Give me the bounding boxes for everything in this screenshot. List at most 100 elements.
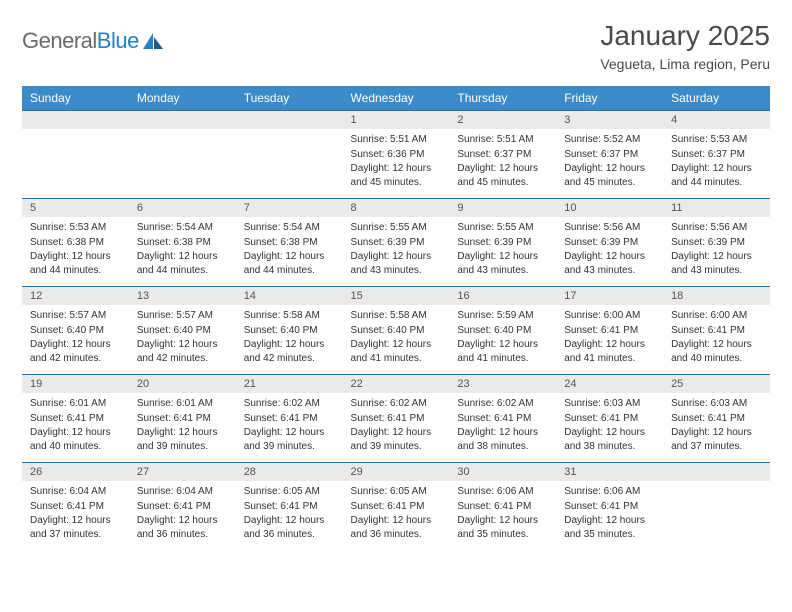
daylight-line: Daylight: 12 hours and 39 minutes. [351, 426, 442, 453]
day-number: 11 [663, 199, 770, 217]
sunset-line: Sunset: 6:37 PM [564, 148, 655, 162]
day-cell: Sunrise: 6:06 AMSunset: 6:41 PMDaylight:… [449, 481, 556, 550]
weekday-header: Monday [129, 86, 236, 111]
day-cell: Sunrise: 6:00 AMSunset: 6:41 PMDaylight:… [663, 305, 770, 375]
sunrise-line: Sunrise: 5:54 AM [244, 221, 335, 235]
day-number: 7 [236, 199, 343, 217]
day-content: Sunrise: 6:02 AMSunset: 6:41 PMDaylight:… [449, 393, 556, 462]
calendar-head: SundayMondayTuesdayWednesdayThursdayFrid… [22, 86, 770, 111]
day-content: Sunrise: 6:02 AMSunset: 6:41 PMDaylight:… [236, 393, 343, 462]
sunrise-line: Sunrise: 6:05 AM [351, 485, 442, 499]
daylight-line: Daylight: 12 hours and 36 minutes. [137, 514, 228, 541]
sunset-line: Sunset: 6:39 PM [564, 236, 655, 250]
sunrise-line: Sunrise: 5:55 AM [351, 221, 442, 235]
day-cell-head: 4 [663, 111, 770, 130]
empty-cell [663, 481, 770, 550]
sunset-line: Sunset: 6:41 PM [457, 412, 548, 426]
weekday-header: Thursday [449, 86, 556, 111]
day-content: Sunrise: 5:54 AMSunset: 6:38 PMDaylight:… [236, 217, 343, 286]
daylight-line: Daylight: 12 hours and 39 minutes. [244, 426, 335, 453]
daycontent-row: Sunrise: 5:51 AMSunset: 6:36 PMDaylight:… [22, 129, 770, 199]
empty-day-head [236, 111, 343, 129]
logo-text-general: General [22, 28, 97, 53]
sunrise-line: Sunrise: 5:51 AM [351, 133, 442, 147]
sunrise-line: Sunrise: 5:53 AM [671, 133, 762, 147]
sunrise-line: Sunrise: 6:06 AM [457, 485, 548, 499]
empty-cell [22, 129, 129, 199]
day-content: Sunrise: 5:51 AMSunset: 6:36 PMDaylight:… [343, 129, 450, 198]
day-cell-head: 5 [22, 199, 129, 218]
day-content: Sunrise: 6:00 AMSunset: 6:41 PMDaylight:… [663, 305, 770, 374]
day-number: 31 [556, 463, 663, 481]
sunset-line: Sunset: 6:41 PM [244, 500, 335, 514]
day-cell-head: 9 [449, 199, 556, 218]
daylight-line: Daylight: 12 hours and 39 minutes. [137, 426, 228, 453]
sunset-line: Sunset: 6:41 PM [137, 412, 228, 426]
day-cell: Sunrise: 6:06 AMSunset: 6:41 PMDaylight:… [556, 481, 663, 550]
day-cell: Sunrise: 5:57 AMSunset: 6:40 PMDaylight:… [129, 305, 236, 375]
sunrise-line: Sunrise: 6:00 AM [564, 309, 655, 323]
logo: GeneralBlue [22, 28, 163, 54]
day-content: Sunrise: 5:58 AMSunset: 6:40 PMDaylight:… [343, 305, 450, 374]
sunset-line: Sunset: 6:41 PM [244, 412, 335, 426]
day-content: Sunrise: 5:57 AMSunset: 6:40 PMDaylight:… [22, 305, 129, 374]
sunset-line: Sunset: 6:41 PM [351, 500, 442, 514]
day-content: Sunrise: 6:05 AMSunset: 6:41 PMDaylight:… [236, 481, 343, 550]
day-cell: Sunrise: 6:01 AMSunset: 6:41 PMDaylight:… [129, 393, 236, 463]
day-number: 1 [343, 111, 450, 129]
day-cell-head: 28 [236, 463, 343, 482]
daynum-row: 567891011 [22, 199, 770, 218]
day-cell: Sunrise: 5:58 AMSunset: 6:40 PMDaylight:… [343, 305, 450, 375]
day-content: Sunrise: 6:06 AMSunset: 6:41 PMDaylight:… [449, 481, 556, 550]
empty-cell-head [663, 463, 770, 482]
day-cell: Sunrise: 6:05 AMSunset: 6:41 PMDaylight:… [236, 481, 343, 550]
sunset-line: Sunset: 6:41 PM [671, 412, 762, 426]
daylight-line: Daylight: 12 hours and 43 minutes. [671, 250, 762, 277]
sunset-line: Sunset: 6:39 PM [671, 236, 762, 250]
sunset-line: Sunset: 6:41 PM [457, 500, 548, 514]
empty-cell-head [236, 111, 343, 130]
day-number: 6 [129, 199, 236, 217]
daylight-line: Daylight: 12 hours and 45 minutes. [351, 162, 442, 189]
daynum-row: 19202122232425 [22, 375, 770, 394]
sunrise-line: Sunrise: 5:56 AM [671, 221, 762, 235]
day-cell-head: 18 [663, 287, 770, 306]
day-number: 29 [343, 463, 450, 481]
empty-cell-head [22, 111, 129, 130]
day-content: Sunrise: 5:53 AMSunset: 6:37 PMDaylight:… [663, 129, 770, 198]
daycontent-row: Sunrise: 6:01 AMSunset: 6:41 PMDaylight:… [22, 393, 770, 463]
sunrise-line: Sunrise: 6:00 AM [671, 309, 762, 323]
sunrise-line: Sunrise: 5:53 AM [30, 221, 121, 235]
day-cell-head: 11 [663, 199, 770, 218]
day-content: Sunrise: 5:56 AMSunset: 6:39 PMDaylight:… [556, 217, 663, 286]
day-content: Sunrise: 5:58 AMSunset: 6:40 PMDaylight:… [236, 305, 343, 374]
daylight-line: Daylight: 12 hours and 44 minutes. [137, 250, 228, 277]
day-content: Sunrise: 5:55 AMSunset: 6:39 PMDaylight:… [449, 217, 556, 286]
sunrise-line: Sunrise: 5:57 AM [30, 309, 121, 323]
day-cell-head: 6 [129, 199, 236, 218]
weekday-header: Tuesday [236, 86, 343, 111]
weekday-header: Friday [556, 86, 663, 111]
day-cell-head: 2 [449, 111, 556, 130]
day-cell-head: 27 [129, 463, 236, 482]
sunset-line: Sunset: 6:38 PM [244, 236, 335, 250]
day-cell-head: 23 [449, 375, 556, 394]
day-cell-head: 8 [343, 199, 450, 218]
sunset-line: Sunset: 6:39 PM [457, 236, 548, 250]
day-number: 26 [22, 463, 129, 481]
daycontent-row: Sunrise: 6:04 AMSunset: 6:41 PMDaylight:… [22, 481, 770, 550]
daylight-line: Daylight: 12 hours and 37 minutes. [671, 426, 762, 453]
day-cell: Sunrise: 6:04 AMSunset: 6:41 PMDaylight:… [129, 481, 236, 550]
day-content: Sunrise: 5:51 AMSunset: 6:37 PMDaylight:… [449, 129, 556, 198]
day-cell: Sunrise: 5:51 AMSunset: 6:37 PMDaylight:… [449, 129, 556, 199]
day-number: 25 [663, 375, 770, 393]
day-cell-head: 13 [129, 287, 236, 306]
sunrise-line: Sunrise: 6:02 AM [457, 397, 548, 411]
daynum-row: 262728293031 [22, 463, 770, 482]
daylight-line: Daylight: 12 hours and 45 minutes. [564, 162, 655, 189]
sunset-line: Sunset: 6:38 PM [30, 236, 121, 250]
calendar-body: 1 23 4 Sunrise: 5:51 AMSunset: 6:36 PMDayli… [22, 111, 770, 551]
day-content: Sunrise: 6:01 AMSunset: 6:41 PMDaylight:… [22, 393, 129, 462]
sunset-line: Sunset: 6:37 PM [457, 148, 548, 162]
sunrise-line: Sunrise: 5:58 AM [244, 309, 335, 323]
